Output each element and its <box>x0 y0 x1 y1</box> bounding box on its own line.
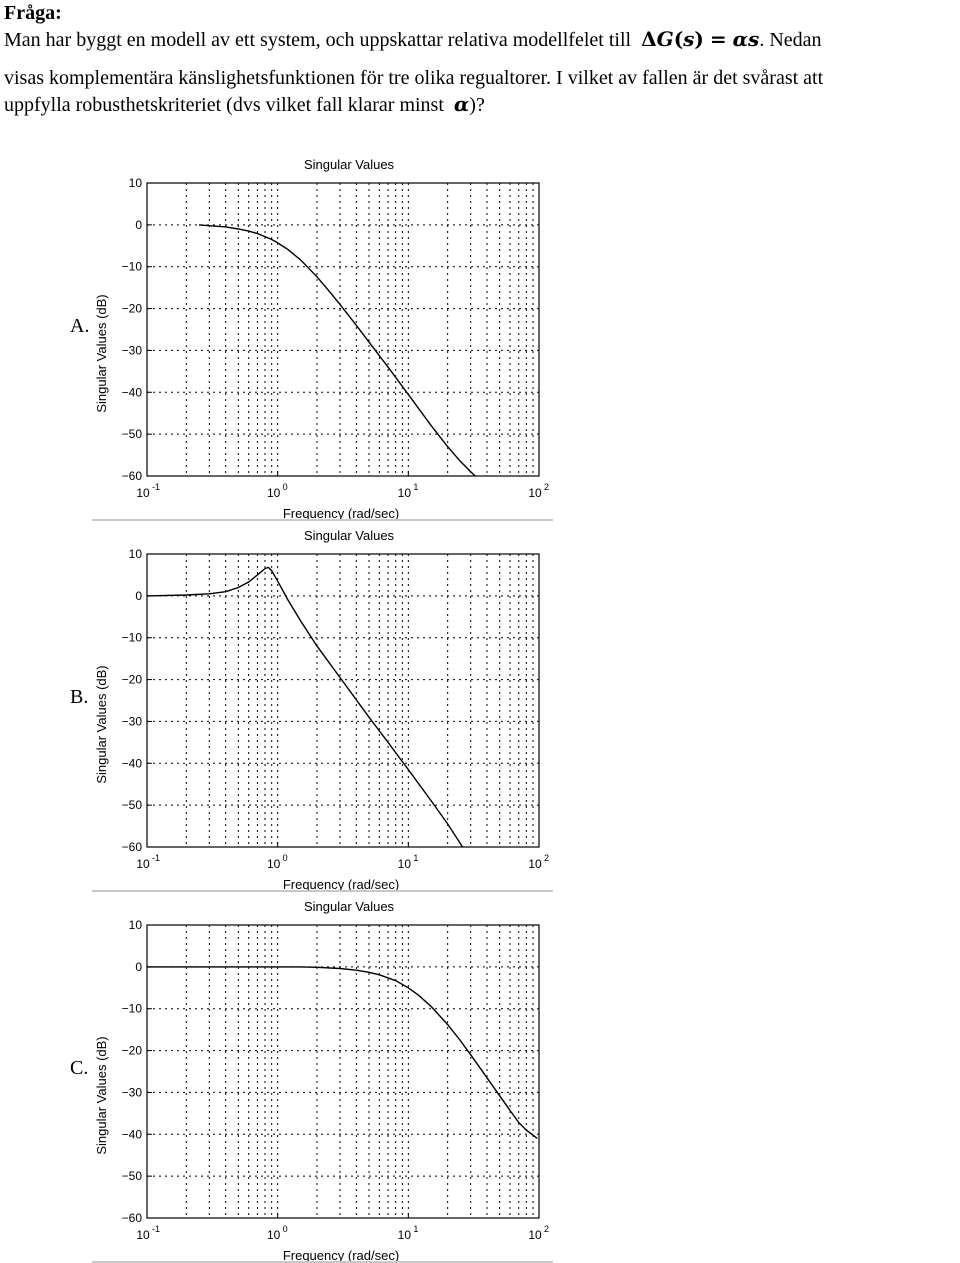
formula-s: s <box>683 27 695 51</box>
y-tick-label: −20 <box>122 302 143 316</box>
x-tick-exponent: 2 <box>544 482 549 492</box>
y-tick-label: −30 <box>122 714 143 728</box>
formula-paren-close: ) <box>694 27 704 51</box>
y-tick-label: −50 <box>122 798 143 812</box>
y-tick-label: −20 <box>122 1044 143 1058</box>
y-tick-label: −10 <box>122 1002 143 1016</box>
plot-frame <box>146 553 540 848</box>
question-line-1-end: . Nedan <box>759 29 822 51</box>
alpha-symbol: α <box>453 92 470 116</box>
x-tick-exponent: 0 <box>283 482 288 492</box>
model-error-formula: ΔG(s) = αs <box>641 27 759 51</box>
series-line <box>147 966 538 1140</box>
x-axis-label: Frequency (rad/sec) <box>283 1248 399 1263</box>
x-tick-label: 10 <box>136 857 150 871</box>
y-tick-label: 10 <box>129 176 143 190</box>
series-line <box>146 566 464 848</box>
x-tick-exponent: 2 <box>544 1224 549 1234</box>
formula-paren-open: ( <box>673 27 684 51</box>
y-tick-label: 0 <box>135 960 142 974</box>
formula-rhs: αs <box>732 27 760 51</box>
x-tick-label: 10 <box>136 486 150 500</box>
x-tick-exponent: 1 <box>413 482 418 492</box>
x-tick-label: 10 <box>528 857 542 871</box>
y-tick-label: −60 <box>122 840 143 854</box>
x-tick-exponent: -1 <box>152 1224 160 1234</box>
y-axis-label: Singular Values (dB) <box>94 665 109 783</box>
panel-label-a: A. <box>70 315 90 337</box>
x-tick-exponent: -1 <box>152 853 160 863</box>
y-tick-label: −40 <box>122 1127 143 1141</box>
x-tick-label: 10 <box>528 486 542 500</box>
plot-frame <box>146 182 540 477</box>
question-line-3: uppfylla robusthetskriteriet (dvs vilket… <box>4 91 956 118</box>
x-tick-label: 10 <box>528 1228 542 1242</box>
plot-frame <box>146 924 540 1219</box>
x-tick-exponent: 2 <box>544 853 549 863</box>
y-axis-label: Singular Values (dB) <box>94 294 109 412</box>
y-tick-label: −40 <box>122 756 143 770</box>
question-heading: Fråga: <box>4 2 62 24</box>
x-tick-exponent: 0 <box>283 1224 288 1234</box>
question-line-3-end: )? <box>469 94 485 116</box>
x-tick-exponent: 1 <box>413 1224 418 1234</box>
y-tick-label: −50 <box>122 427 143 441</box>
x-tick-label: 10 <box>398 857 412 871</box>
y-tick-label: −10 <box>122 631 143 645</box>
x-tick-label: 10 <box>398 486 412 500</box>
y-tick-label: 10 <box>129 547 143 561</box>
x-axis-label: Frequency (rad/sec) <box>283 877 399 892</box>
question-text: Fråga: Man har byggt en modell av ett sy… <box>4 0 956 118</box>
chart-title: Singular Values <box>304 157 395 172</box>
formula-equals: = <box>709 27 727 51</box>
x-axis-label: Frequency (rad/sec) <box>283 506 399 521</box>
chart-title: Singular Values <box>304 899 395 914</box>
y-tick-label: 0 <box>135 589 142 603</box>
x-tick-exponent: -1 <box>152 482 160 492</box>
x-tick-label: 10 <box>136 1228 150 1242</box>
formula-g: G <box>656 27 674 51</box>
y-tick-label: −50 <box>122 1169 143 1183</box>
x-tick-label: 10 <box>267 1228 281 1242</box>
y-tick-label: −30 <box>122 343 143 357</box>
y-tick-label: 0 <box>135 218 142 232</box>
question-line-1: Man har byggt en modell av ett system, o… <box>4 26 956 53</box>
formula-delta: Δ <box>641 27 657 51</box>
y-tick-label: 10 <box>129 918 143 932</box>
y-tick-label: −60 <box>122 469 143 483</box>
series-line <box>198 224 476 477</box>
chart-title: Singular Values <box>304 528 395 543</box>
panel-label-b: B. <box>70 686 89 708</box>
x-tick-exponent: 1 <box>413 853 418 863</box>
y-tick-label: −10 <box>122 260 143 274</box>
y-tick-label: −60 <box>122 1211 143 1225</box>
question-line-1-start: Man har byggt en modell av ett system, o… <box>4 29 632 51</box>
x-tick-label: 10 <box>267 857 281 871</box>
y-tick-label: −40 <box>122 385 143 399</box>
x-tick-label: 10 <box>267 486 281 500</box>
x-tick-label: 10 <box>398 1228 412 1242</box>
question-line-2: visas komplementära känslighetsfunktione… <box>4 67 824 89</box>
y-tick-label: −20 <box>122 673 143 687</box>
y-tick-label: −30 <box>122 1085 143 1099</box>
x-tick-exponent: 0 <box>283 853 288 863</box>
y-axis-label: Singular Values (dB) <box>94 1036 109 1154</box>
question-line-3-start: uppfylla robusthetskriteriet (dvs vilket… <box>4 94 444 116</box>
panel-label-c: C. <box>70 1057 89 1079</box>
